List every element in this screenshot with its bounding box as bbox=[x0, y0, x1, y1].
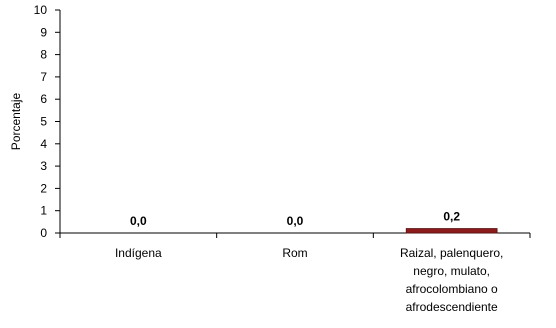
y-tick-label: 9 bbox=[40, 25, 47, 39]
x-category-label: Indígena bbox=[115, 246, 162, 260]
y-tick-label: 8 bbox=[40, 48, 47, 62]
data-label: 0,0 bbox=[287, 214, 304, 228]
y-tick-label: 0 bbox=[40, 226, 47, 240]
y-axis-label: Porcentaje bbox=[9, 92, 23, 150]
y-tick-label: 10 bbox=[34, 3, 48, 17]
data-label: 0,2 bbox=[443, 210, 460, 224]
bar bbox=[405, 228, 498, 234]
y-tick-label: 7 bbox=[40, 70, 47, 84]
x-category-label: Rom bbox=[282, 246, 307, 260]
y-tick-label: 4 bbox=[40, 137, 47, 151]
bars bbox=[405, 228, 498, 234]
x-axis: Indígena Rom Raizal, palenquero, negro, mul… bbox=[59, 232, 531, 314]
x-category-label: Raizal, palenquero, negro, mulato, afrocol… bbox=[400, 246, 503, 314]
y-tick-label: 2 bbox=[40, 181, 47, 195]
y-tick-label: 1 bbox=[40, 204, 47, 218]
y-tick-label: 6 bbox=[40, 92, 47, 106]
y-tick-label: 3 bbox=[40, 159, 47, 173]
data-label: 0,0 bbox=[130, 214, 147, 228]
y-tick-label: 5 bbox=[40, 115, 47, 129]
data-labels: 0,0 0,0 0,2 bbox=[130, 210, 460, 228]
y-axis: 0 1 2 3 4 5 6 7 8 9 10 bbox=[34, 3, 61, 240]
